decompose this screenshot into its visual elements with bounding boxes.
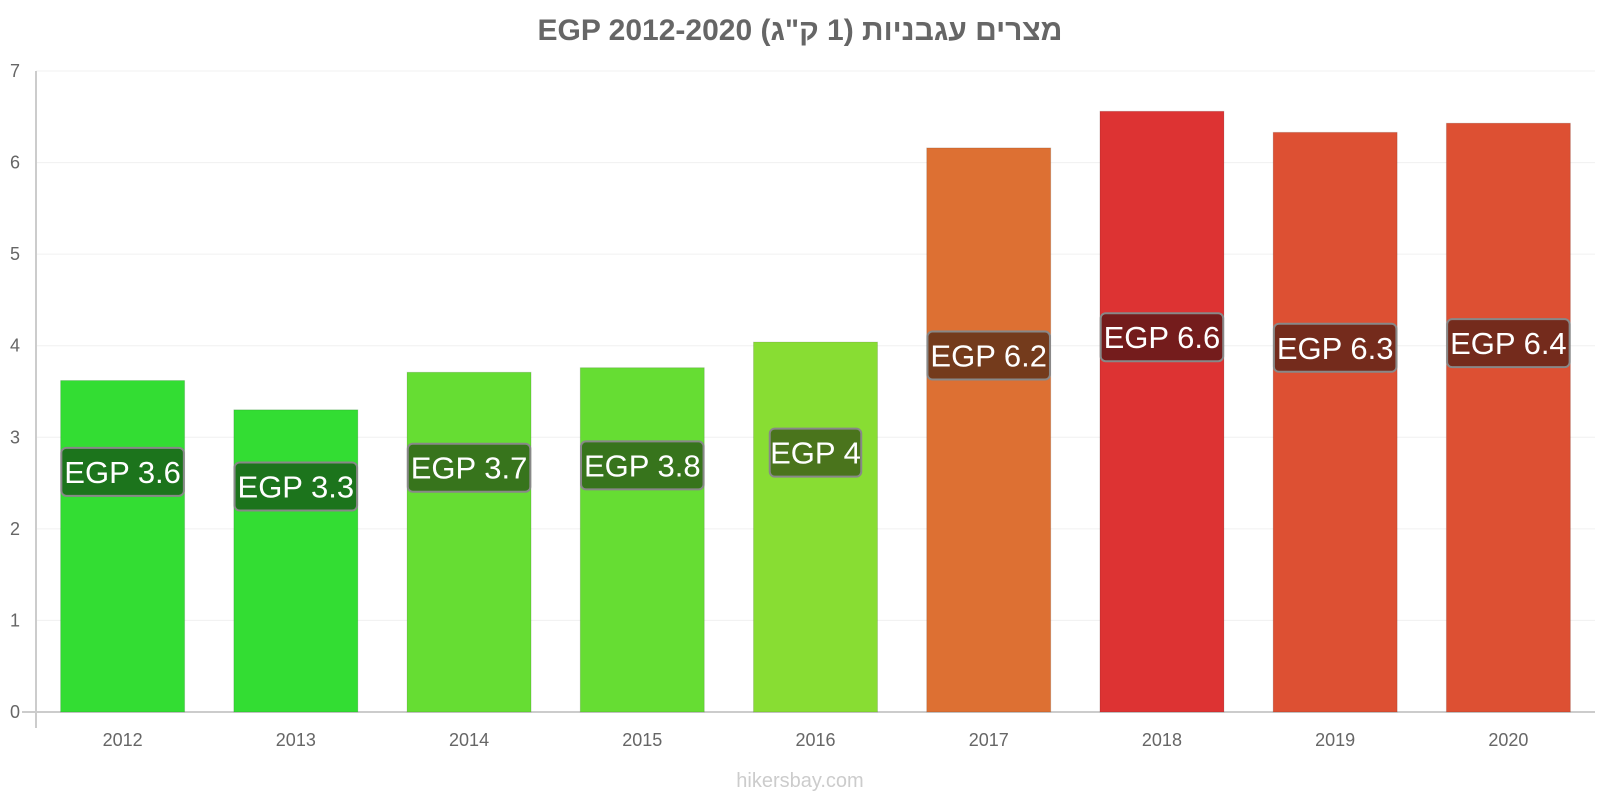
data-label: EGP 6.6 [1104, 320, 1221, 355]
y-tick-label: 6 [10, 153, 20, 173]
data-label-box [233, 461, 359, 512]
x-tick-label: 2013 [276, 730, 316, 750]
bar [1099, 110, 1225, 713]
x-tick-label: 2018 [1142, 730, 1182, 750]
data-label-box [768, 427, 863, 478]
y-tick-label: 5 [10, 244, 20, 264]
data-label-box [1099, 312, 1225, 363]
y-tick-label: 0 [10, 702, 20, 722]
x-tick-label: 2020 [1488, 730, 1528, 750]
x-tick-label: 2019 [1315, 730, 1355, 750]
bar [579, 367, 705, 713]
data-label: EGP 3.6 [64, 455, 181, 490]
bar [926, 147, 1052, 713]
y-tick-label: 1 [10, 610, 20, 630]
y-tick-label: 4 [10, 336, 20, 356]
bar [233, 409, 359, 713]
data-label-box [1446, 318, 1571, 369]
data-label: EGP 3.7 [411, 451, 528, 486]
data-label: EGP 6.4 [1450, 326, 1567, 361]
chart-title: מצרים עגבניות (1 ק"ג) EGP 2012-2020 [537, 14, 1063, 47]
data-label-box [1272, 322, 1398, 373]
data-label: EGP 4 [770, 436, 861, 471]
data-label: EGP 6.3 [1277, 331, 1394, 366]
data-label-box [580, 440, 705, 491]
x-tick-label: 2014 [449, 730, 489, 750]
data-labels: EGP 3.6 EGP 3.3 EGP 3.7 EGP 3.8 EGP 4 EGP 6.2… [60, 312, 1571, 512]
data-label-box [406, 442, 532, 493]
bars [60, 110, 1571, 713]
data-label: EGP 3.8 [584, 448, 701, 483]
bar [753, 341, 878, 713]
data-label: EGP 3.3 [238, 469, 355, 504]
bar [406, 371, 532, 713]
data-label-box [926, 330, 1051, 381]
y-tick-label: 2 [10, 519, 20, 539]
bar [1272, 131, 1398, 713]
x-tick-label: 2012 [103, 730, 143, 750]
bar [60, 380, 186, 713]
bar [1445, 122, 1571, 713]
x-tick-label: 2017 [969, 730, 1009, 750]
watermark: hikersbay.com [736, 770, 864, 792]
data-label: EGP 6.2 [930, 339, 1047, 374]
y-tick-label: 3 [10, 427, 20, 447]
x-tick-label: 2015 [622, 730, 662, 750]
y-tick-label: 7 [10, 61, 20, 81]
data-label-box [60, 446, 185, 497]
x-tick-label: 2016 [795, 730, 835, 750]
